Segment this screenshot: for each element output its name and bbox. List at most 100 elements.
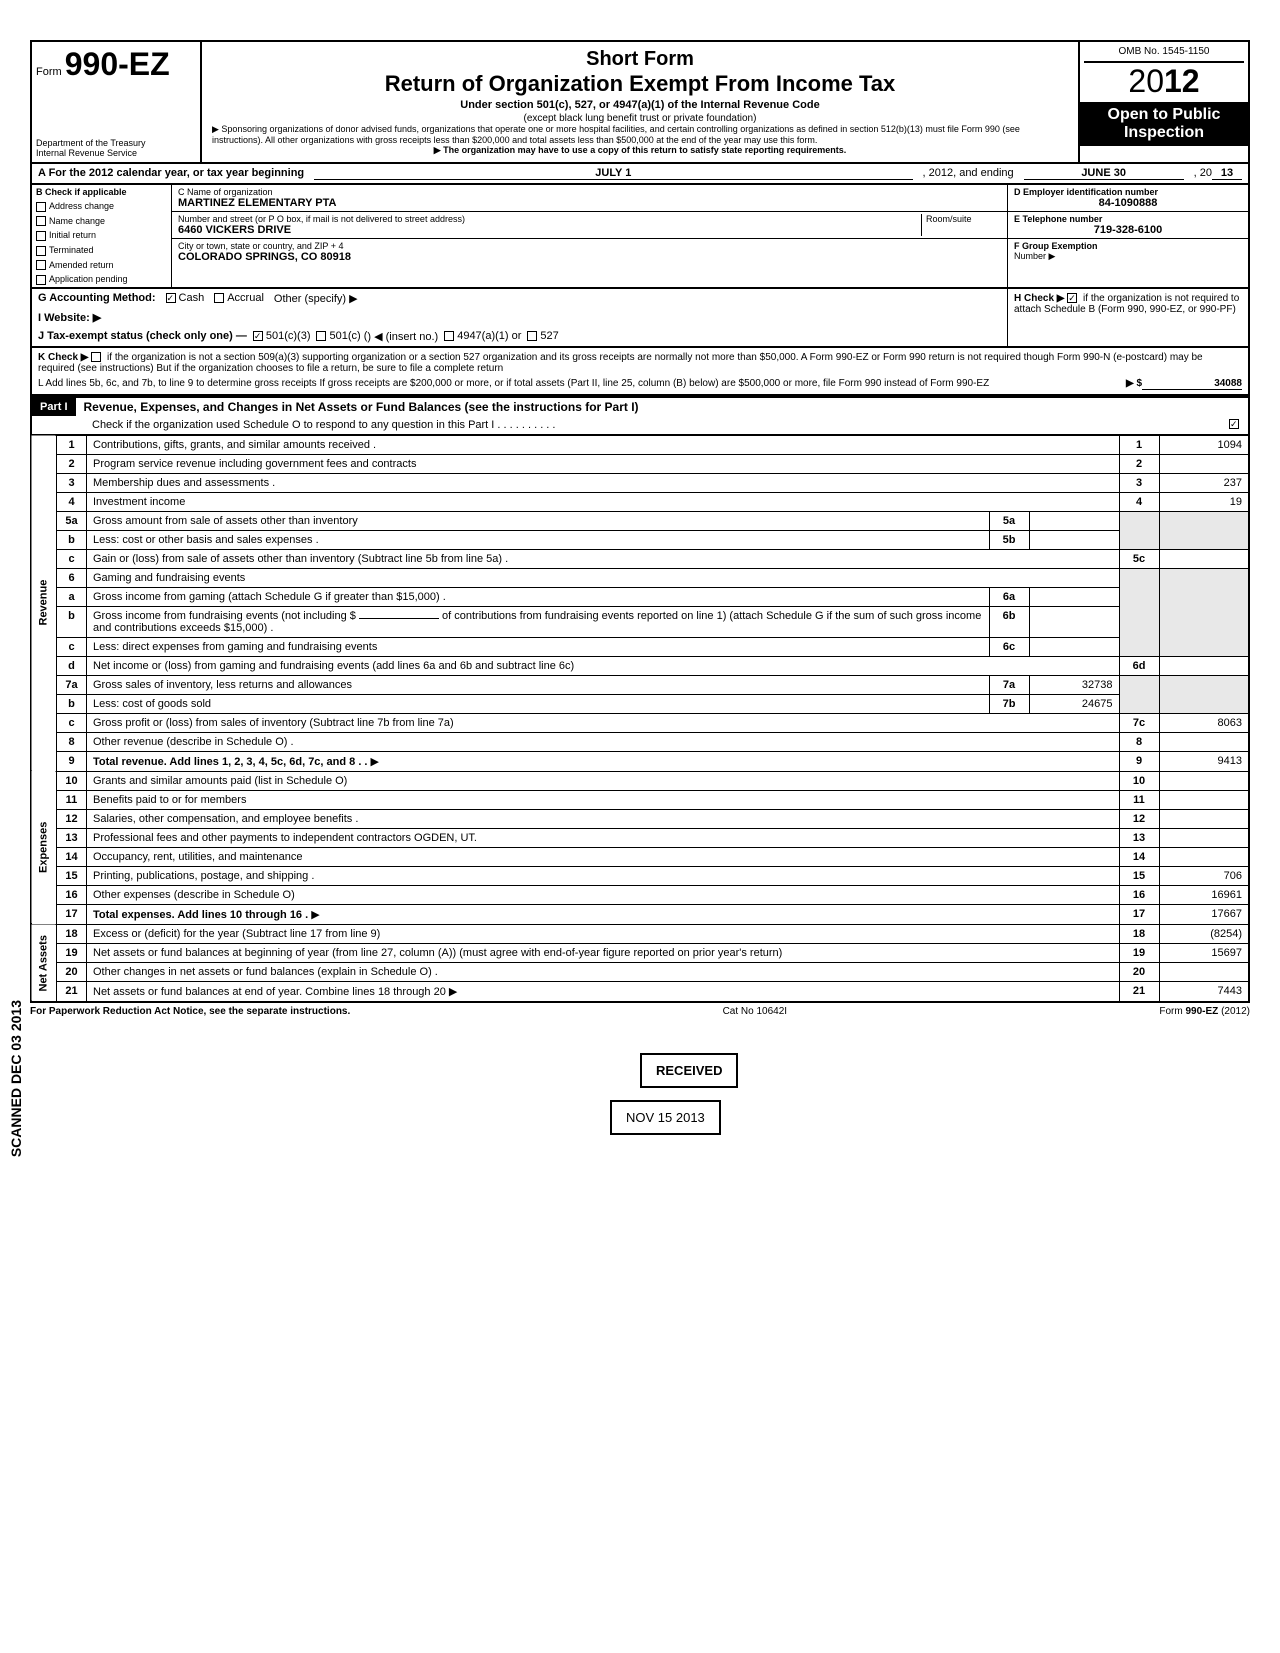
line20-text: Other changes in net assets or fund bala… bbox=[87, 962, 1120, 981]
received-date-stamp: NOV 15 2013 bbox=[610, 1100, 721, 1135]
line-6a-row: a Gross income from gaming (attach Sched… bbox=[31, 587, 1249, 606]
line20-amt bbox=[1159, 962, 1249, 981]
received-stamp: RECEIVED bbox=[640, 1053, 738, 1088]
line6b-amt bbox=[1029, 606, 1119, 637]
line16-text: Other expenses (describe in Schedule O) bbox=[87, 885, 1120, 904]
row-k: K Check ▶ if the organization is not a s… bbox=[38, 352, 1242, 374]
year-begin: JULY 1 bbox=[314, 167, 912, 180]
check-address-change[interactable]: Address change bbox=[32, 199, 171, 214]
dept2: Internal Revenue Service bbox=[36, 148, 196, 158]
row-j: J Tax-exempt status (check only one) — 5… bbox=[32, 327, 1007, 346]
row-g: G Accounting Method: Cash Accrual Other … bbox=[32, 289, 1007, 308]
line19-text: Net assets or fund balances at beginning… bbox=[87, 943, 1120, 962]
line-5a-row: 5a Gross amount from sale of assets othe… bbox=[31, 511, 1249, 530]
footer-left: For Paperwork Reduction Act Notice, see … bbox=[30, 1006, 350, 1017]
line-1-row: Revenue 1 Contributions, gifts, grants, … bbox=[31, 435, 1249, 455]
check-initial-return[interactable]: Initial return bbox=[32, 228, 171, 243]
line11-text: Benefits paid to or for members bbox=[87, 790, 1120, 809]
check-527[interactable]: 527 bbox=[527, 330, 558, 343]
year-end: 13 bbox=[1212, 167, 1242, 180]
col-b-title: B Check if applicable bbox=[32, 185, 171, 199]
line-4-row: 4 Investment income 4 19 bbox=[31, 492, 1249, 511]
line6b-text: Gross income from fundraising events (no… bbox=[87, 606, 990, 637]
city-label: City or town, state or country, and ZIP … bbox=[178, 241, 1001, 251]
footer-right: Form 990-EZ (2012) bbox=[1159, 1006, 1250, 1017]
check-cash[interactable]: Cash bbox=[166, 292, 205, 305]
line14-text: Occupancy, rent, utilities, and maintena… bbox=[87, 847, 1120, 866]
check-501c3[interactable]: 501(c)(3) bbox=[253, 330, 311, 343]
header-right: OMB No. 1545-1150 2012 Open to Public In… bbox=[1078, 42, 1248, 162]
check-4947[interactable]: 4947(a)(1) or bbox=[444, 330, 521, 343]
line6c-text: Less: direct expenses from gaming and fu… bbox=[87, 637, 990, 656]
line-13-row: 13 Professional fees and other payments … bbox=[31, 828, 1249, 847]
name-label: C Name of organization bbox=[178, 187, 1001, 197]
check-h[interactable] bbox=[1067, 293, 1077, 303]
check-amended[interactable]: Amended return bbox=[32, 258, 171, 273]
line9-amt: 9413 bbox=[1159, 751, 1249, 771]
line7b-amt: 24675 bbox=[1029, 694, 1119, 713]
line-21-row: 21 Net assets or fund balances at end of… bbox=[31, 981, 1249, 1002]
line6d-text: Net income or (loss) from gaming and fun… bbox=[87, 656, 1120, 675]
check-terminated[interactable]: Terminated bbox=[32, 243, 171, 258]
line6c-amt bbox=[1029, 637, 1119, 656]
footer-center: Cat No 10642I bbox=[723, 1006, 788, 1017]
check-app-pending[interactable]: Application pending bbox=[32, 272, 171, 287]
line-19-row: 19 Net assets or fund balances at beginn… bbox=[31, 943, 1249, 962]
line7a-amt: 32738 bbox=[1029, 675, 1119, 694]
line9-text: Total revenue. Add lines 1, 2, 3, 4, 5c,… bbox=[87, 751, 1120, 771]
line-6d-row: d Net income or (loss) from gaming and f… bbox=[31, 656, 1249, 675]
check-k[interactable] bbox=[91, 352, 101, 362]
line-16-row: 16 Other expenses (describe in Schedule … bbox=[31, 885, 1249, 904]
section-kl: K Check ▶ if the organization is not a s… bbox=[30, 346, 1250, 396]
line-6b-row: b Gross income from fundraising events (… bbox=[31, 606, 1249, 637]
header-center: Short Form Return of Organization Exempt… bbox=[202, 42, 1078, 162]
line21-amt: 7443 bbox=[1159, 981, 1249, 1002]
line5a-text: Gross amount from sale of assets other t… bbox=[87, 511, 990, 530]
check-501c[interactable]: 501(c) ( bbox=[316, 330, 367, 343]
line-15-row: 15 Printing, publications, postage, and … bbox=[31, 866, 1249, 885]
website-label: I Website: ▶ bbox=[38, 311, 101, 324]
line-6-row: 6 Gaming and fundraising events bbox=[31, 568, 1249, 587]
row-a-mid: , 2012, and ending bbox=[923, 167, 1014, 180]
check-schedule-o[interactable] bbox=[1229, 419, 1239, 429]
line12-text: Salaries, other compensation, and employ… bbox=[87, 809, 1120, 828]
return-title: Return of Organization Exempt From Incom… bbox=[212, 71, 1068, 97]
year-end-date: JUNE 30 bbox=[1024, 167, 1184, 180]
short-form-title: Short Form bbox=[212, 48, 1068, 71]
row-h: H Check ▶ if the organization is not req… bbox=[1008, 289, 1248, 346]
check-accrual[interactable]: Accrual bbox=[214, 292, 264, 305]
line7c-amt: 8063 bbox=[1159, 713, 1249, 732]
row-i: I Website: ▶ bbox=[32, 308, 1007, 327]
line16-amt: 16961 bbox=[1159, 885, 1249, 904]
col-b-checkboxes: B Check if applicable Address change Nam… bbox=[32, 185, 172, 287]
line12-amt bbox=[1159, 809, 1249, 828]
group-exempt-label: F Group Exemption bbox=[1014, 241, 1242, 251]
line5b-amt bbox=[1029, 530, 1119, 549]
line6a-amt bbox=[1029, 587, 1119, 606]
line6-text: Gaming and fundraising events bbox=[87, 568, 1120, 587]
form-header: Form 990-EZ Department of the Treasury I… bbox=[30, 40, 1250, 162]
line5a-amt bbox=[1029, 511, 1119, 530]
line17-text: Total expenses. Add lines 10 through 16 … bbox=[87, 904, 1120, 924]
org-name: MARTINEZ ELEMENTARY PTA bbox=[178, 197, 1001, 209]
header-note2: ▶ The organization may have to use a cop… bbox=[212, 145, 1068, 156]
org-city: COLORADO SPRINGS, CO 80918 bbox=[178, 251, 1001, 263]
line-10-row: Expenses 10 Grants and similar amounts p… bbox=[31, 771, 1249, 790]
line18-amt: (8254) bbox=[1159, 924, 1249, 943]
j-label: J Tax-exempt status (check only one) — bbox=[38, 330, 247, 343]
part1-title: Revenue, Expenses, and Changes in Net As… bbox=[76, 400, 639, 414]
insert-no: ) ◀ (insert no.) bbox=[367, 330, 438, 343]
line21-text: Net assets or fund balances at end of ye… bbox=[87, 981, 1120, 1002]
l-arrow: ▶ $ bbox=[1126, 378, 1142, 390]
line4-text: Investment income bbox=[87, 492, 1120, 511]
line4-amt: 19 bbox=[1159, 492, 1249, 511]
line-7b-row: b Less: cost of goods sold 7b 24675 bbox=[31, 694, 1249, 713]
row-a-tax-year: A For the 2012 calendar year, or tax yea… bbox=[30, 162, 1250, 183]
open-to-public: Open to Public Inspection bbox=[1080, 102, 1248, 146]
addr-label: Number and street (or P O box, if mail i… bbox=[178, 214, 921, 224]
check-name-change[interactable]: Name change bbox=[32, 214, 171, 229]
phone-label: E Telephone number bbox=[1014, 214, 1242, 224]
l-value: 34088 bbox=[1142, 378, 1242, 390]
line13-text: Professional fees and other payments to … bbox=[87, 828, 1120, 847]
room-label: Room/suite bbox=[921, 214, 1001, 236]
